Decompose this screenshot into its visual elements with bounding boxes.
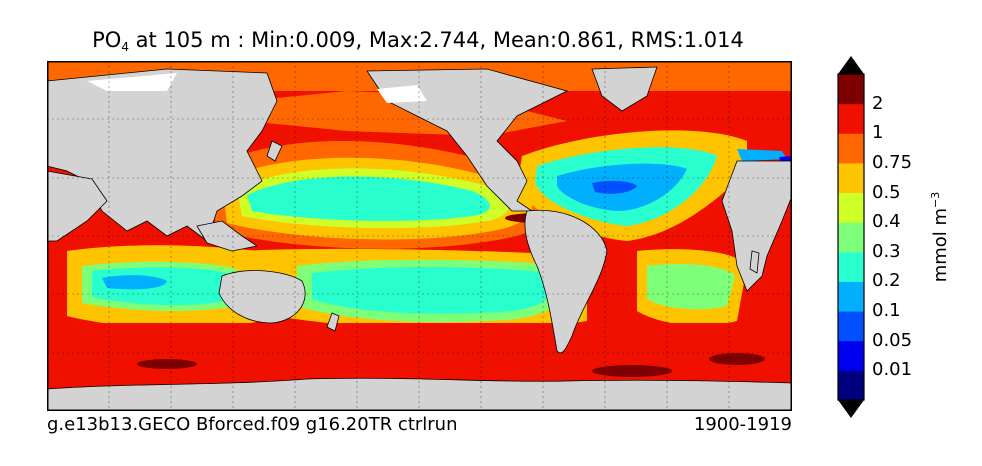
land — [47, 66, 792, 411]
colorbar-segment — [838, 370, 864, 401]
greenland — [591, 66, 658, 112]
north-atlantic-min — [592, 180, 637, 194]
arctic-ice-1 — [87, 73, 177, 91]
southern-ocean-max-1 — [137, 359, 197, 369]
colorbar-segment — [838, 340, 864, 371]
indian-ocean-low — [102, 275, 167, 290]
colorbar-segment — [838, 192, 864, 223]
north-pacific-gyre-core — [247, 176, 491, 222]
north-america — [366, 68, 569, 212]
south-pacific-gyre-core — [312, 266, 555, 314]
colorbar-tick-label: 0.5 — [872, 181, 901, 203]
southern-ocean-max-3 — [709, 353, 765, 365]
madagascar — [749, 250, 760, 274]
colorbar-segment — [838, 133, 864, 164]
colorbar-frame — [837, 73, 865, 401]
map-frame — [47, 61, 792, 411]
colorbar-tick-label: 0.4 — [872, 211, 901, 233]
colorbar-segment — [838, 281, 864, 312]
colorbar-tick-label: 0.3 — [872, 240, 901, 262]
australia — [218, 270, 306, 324]
colorbar-segment — [838, 311, 864, 342]
africa — [47, 170, 108, 242]
colorbar-segment — [838, 162, 864, 194]
colorbar-tick-label: 1 — [872, 122, 884, 144]
plot-title: PO4 at 105 m : Min:0.009, Max:2.744, Mea… — [92, 28, 744, 54]
south-atlantic-core — [647, 264, 735, 310]
africa-east — [721, 160, 792, 292]
japan — [266, 140, 283, 162]
colorbar-segment — [838, 251, 864, 282]
colorbar-extend-max — [838, 56, 864, 74]
mediterranean — [737, 149, 787, 161]
colorbar-tick-label: 0.05 — [872, 329, 913, 351]
colorbar-tick-label: 0.01 — [872, 359, 913, 381]
colorbar-tick-label: 0.75 — [872, 151, 913, 173]
colorbar — [837, 56, 865, 418]
years-label: 1900-1919 — [693, 414, 792, 435]
colorbar-tick-label: 0.2 — [872, 270, 901, 292]
arctic-ice-2 — [377, 85, 427, 103]
case-label: g.e13b13.GECO Bforced.f09 g16.20TR ctrlr… — [47, 414, 458, 435]
south-america — [524, 209, 608, 354]
ocean-map — [47, 61, 792, 411]
colorbar-segment — [838, 74, 864, 105]
graticule — [47, 61, 792, 411]
colorbar-segment — [838, 222, 864, 253]
colorbar-label: mmol m−3 — [929, 191, 951, 283]
colorbar-tick-label: 2 — [872, 92, 884, 114]
colorbar-segment — [838, 103, 864, 134]
colorbar-tick-label: 0.1 — [872, 300, 901, 322]
southern-ocean-max-2 — [592, 365, 672, 377]
new-zealand — [326, 312, 340, 332]
colorbar-extend-min — [838, 400, 864, 418]
